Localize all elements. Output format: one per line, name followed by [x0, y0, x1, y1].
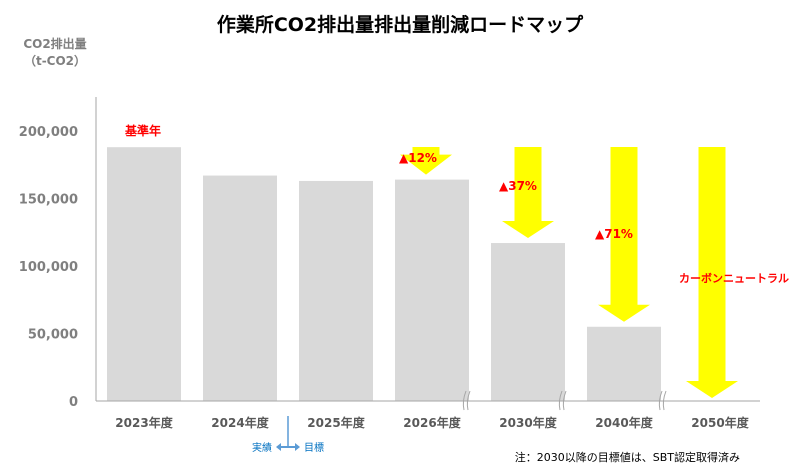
footnote: 注：2030以降の目標値は、SBT認定取得済み — [515, 450, 740, 464]
y-tick-label: 0 — [69, 395, 78, 410]
axis-break-mark — [462, 390, 471, 411]
reduction-arrow-2040年度 — [598, 147, 650, 322]
axis-break-mark — [558, 390, 567, 411]
x-tick-label: 2050年度 — [691, 415, 749, 430]
y-tick-label: 200,000 — [19, 125, 78, 140]
x-tick-label: 2023年度 — [115, 415, 173, 430]
reduction-label: ▲37% — [499, 179, 537, 193]
reduction-arrow-2026年度 — [400, 147, 452, 175]
axis-break-mark — [658, 390, 667, 411]
y-tick-label: 100,000 — [19, 260, 78, 275]
baseline-year-label: 基準年 — [124, 123, 161, 138]
bar-2026年度 — [395, 179, 469, 401]
bar-2023年度 — [107, 147, 181, 401]
x-tick-label: 2025年度 — [307, 415, 365, 430]
reduction-arrow-2030年度 — [502, 147, 554, 239]
target-label: 目標 — [304, 441, 324, 454]
bar-2024年度 — [203, 175, 277, 401]
reduction-arrow-2050年度 — [686, 147, 738, 398]
y-axis-label-line1: CO2排出量 — [23, 36, 86, 51]
reduction-label: ▲12% — [399, 151, 437, 165]
double-arrow-icon — [276, 443, 300, 451]
reduction-label: カーボンニュートラル — [679, 271, 789, 285]
bar-2025年度 — [299, 180, 373, 401]
bar-2030年度 — [491, 243, 565, 401]
actual-label: 実績 — [252, 441, 272, 454]
y-tick-label: 50,000 — [28, 328, 78, 343]
x-tick-label: 2040年度 — [595, 415, 653, 430]
x-tick-label: 2026年度 — [403, 415, 461, 430]
x-tick-label: 2024年度 — [211, 415, 269, 430]
y-tick-label: 150,000 — [19, 193, 78, 208]
reduction-label: ▲71% — [595, 227, 633, 241]
chart-title: 作業所CO2排出量排出量削減ロードマップ — [217, 13, 584, 36]
bar-2040年度 — [587, 326, 661, 401]
x-tick-label: 2030年度 — [499, 415, 557, 430]
y-axis-label-line2: （t-CO2） — [24, 53, 86, 68]
